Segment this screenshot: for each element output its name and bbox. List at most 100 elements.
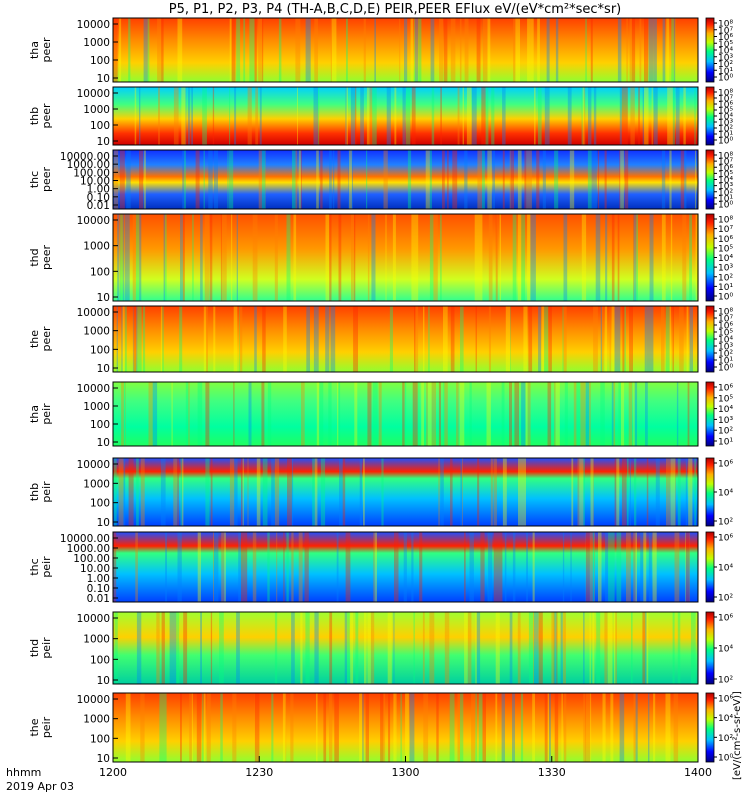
colorbar-tick-label: 10⁷ [718, 315, 733, 325]
texture-stripe [672, 612, 675, 684]
panel-ylabel: peir [40, 481, 53, 503]
texture-stripe [501, 382, 505, 446]
texture-stripe [462, 87, 464, 145]
ytick-label: 0.01 [87, 593, 110, 605]
texture-stripe [481, 150, 485, 209]
ytick-label: 10000 [77, 694, 110, 706]
colorbar-tick-label: 10³ [718, 343, 733, 353]
texture-stripe [121, 306, 123, 372]
texture-stripe [478, 693, 483, 762]
colorbar-tick-label: 10⁷ [718, 158, 733, 168]
texture-stripe [477, 150, 482, 209]
texture-stripe [639, 18, 642, 82]
texture-stripe [291, 612, 295, 684]
texture-stripe [180, 693, 182, 762]
texture-stripe [609, 612, 611, 684]
colorbar-tick-label: 10² [718, 676, 733, 686]
texture-stripe [469, 532, 474, 602]
ytick-label: 10 [97, 753, 110, 765]
texture-stripe [567, 87, 572, 145]
texture-stripe [438, 458, 440, 526]
texture-stripe [590, 18, 593, 82]
texture-stripe [363, 458, 365, 526]
texture-stripe [252, 214, 258, 301]
texture-stripe [577, 458, 582, 526]
texture-stripe [483, 18, 488, 82]
ytick-label: 100 [90, 654, 110, 666]
texture-stripe [533, 612, 535, 684]
xtick-label: 1400 [684, 766, 712, 779]
colorbar [705, 611, 715, 685]
colorbar-tick-label: 10³ [718, 264, 733, 274]
texture-stripe [372, 382, 378, 446]
texture-stripe [213, 306, 216, 372]
colorbar-tick-label: 10⁸ [718, 308, 733, 318]
texture-stripe [415, 306, 419, 372]
texture-stripe [588, 87, 592, 145]
texture-stripe [615, 306, 621, 372]
texture-stripe [544, 306, 549, 372]
texture-stripe [547, 693, 549, 762]
texture-stripe [362, 693, 364, 762]
texture-stripe [460, 382, 462, 446]
texture-stripe [290, 693, 294, 762]
texture-stripe [283, 693, 287, 762]
texture-stripe [140, 458, 145, 526]
texture-stripe [665, 693, 671, 762]
texture-stripe [629, 458, 631, 526]
texture-stripe [520, 214, 524, 301]
texture-stripe [517, 150, 522, 209]
colorbar-tick-label: 10¹ [718, 67, 733, 77]
texture-stripe [359, 693, 363, 762]
texture-stripe [262, 458, 268, 526]
texture-stripe [459, 382, 464, 446]
texture-stripe [381, 458, 384, 526]
texture-stripe [329, 150, 332, 209]
texture-stripe [271, 693, 274, 762]
texture-stripe [497, 532, 501, 602]
texture-stripe [589, 612, 591, 684]
texture-stripe [200, 214, 203, 301]
texture-stripe [197, 532, 201, 602]
texture-stripe [443, 306, 448, 372]
texture-stripe [341, 458, 346, 526]
texture-stripe [649, 214, 651, 301]
texture-stripe [139, 150, 144, 209]
spectrogram-texture [117, 214, 699, 301]
texture-stripe [222, 532, 226, 602]
texture-stripe [464, 18, 469, 82]
colorbar-tick-label: 10⁴ [718, 254, 733, 264]
texture-stripe [685, 532, 690, 602]
ytick-label: 1000 [83, 714, 110, 726]
texture-stripe [283, 306, 287, 372]
texture-stripe [414, 214, 419, 301]
texture-stripe [476, 18, 481, 82]
texture-stripe [504, 532, 507, 602]
texture-stripe [192, 214, 194, 301]
texture-stripe [571, 458, 574, 526]
texture-stripe [394, 532, 399, 602]
texture-stripe [645, 612, 647, 684]
texture-stripe [583, 693, 587, 762]
texture-stripe [621, 382, 625, 446]
ytick-label: 10000.00 [60, 151, 110, 163]
texture-stripe [476, 612, 481, 684]
texture-stripe [147, 18, 150, 82]
texture-stripe [488, 532, 493, 602]
texture-stripe [614, 612, 617, 684]
texture-stripe [611, 382, 614, 446]
texture-stripe [685, 458, 688, 526]
texture-stripe [528, 612, 534, 684]
texture-stripe [677, 458, 681, 526]
colorbar-tick-label: 10¹ [718, 357, 733, 367]
texture-stripe [187, 87, 191, 145]
texture-stripe [301, 382, 305, 446]
texture-stripe [409, 693, 415, 762]
texture-stripe [624, 150, 629, 209]
texture-stripe [617, 214, 620, 301]
texture-stripe [444, 382, 448, 446]
texture-stripe [431, 382, 436, 446]
texture-stripe [354, 214, 356, 301]
texture-stripe [313, 87, 318, 145]
